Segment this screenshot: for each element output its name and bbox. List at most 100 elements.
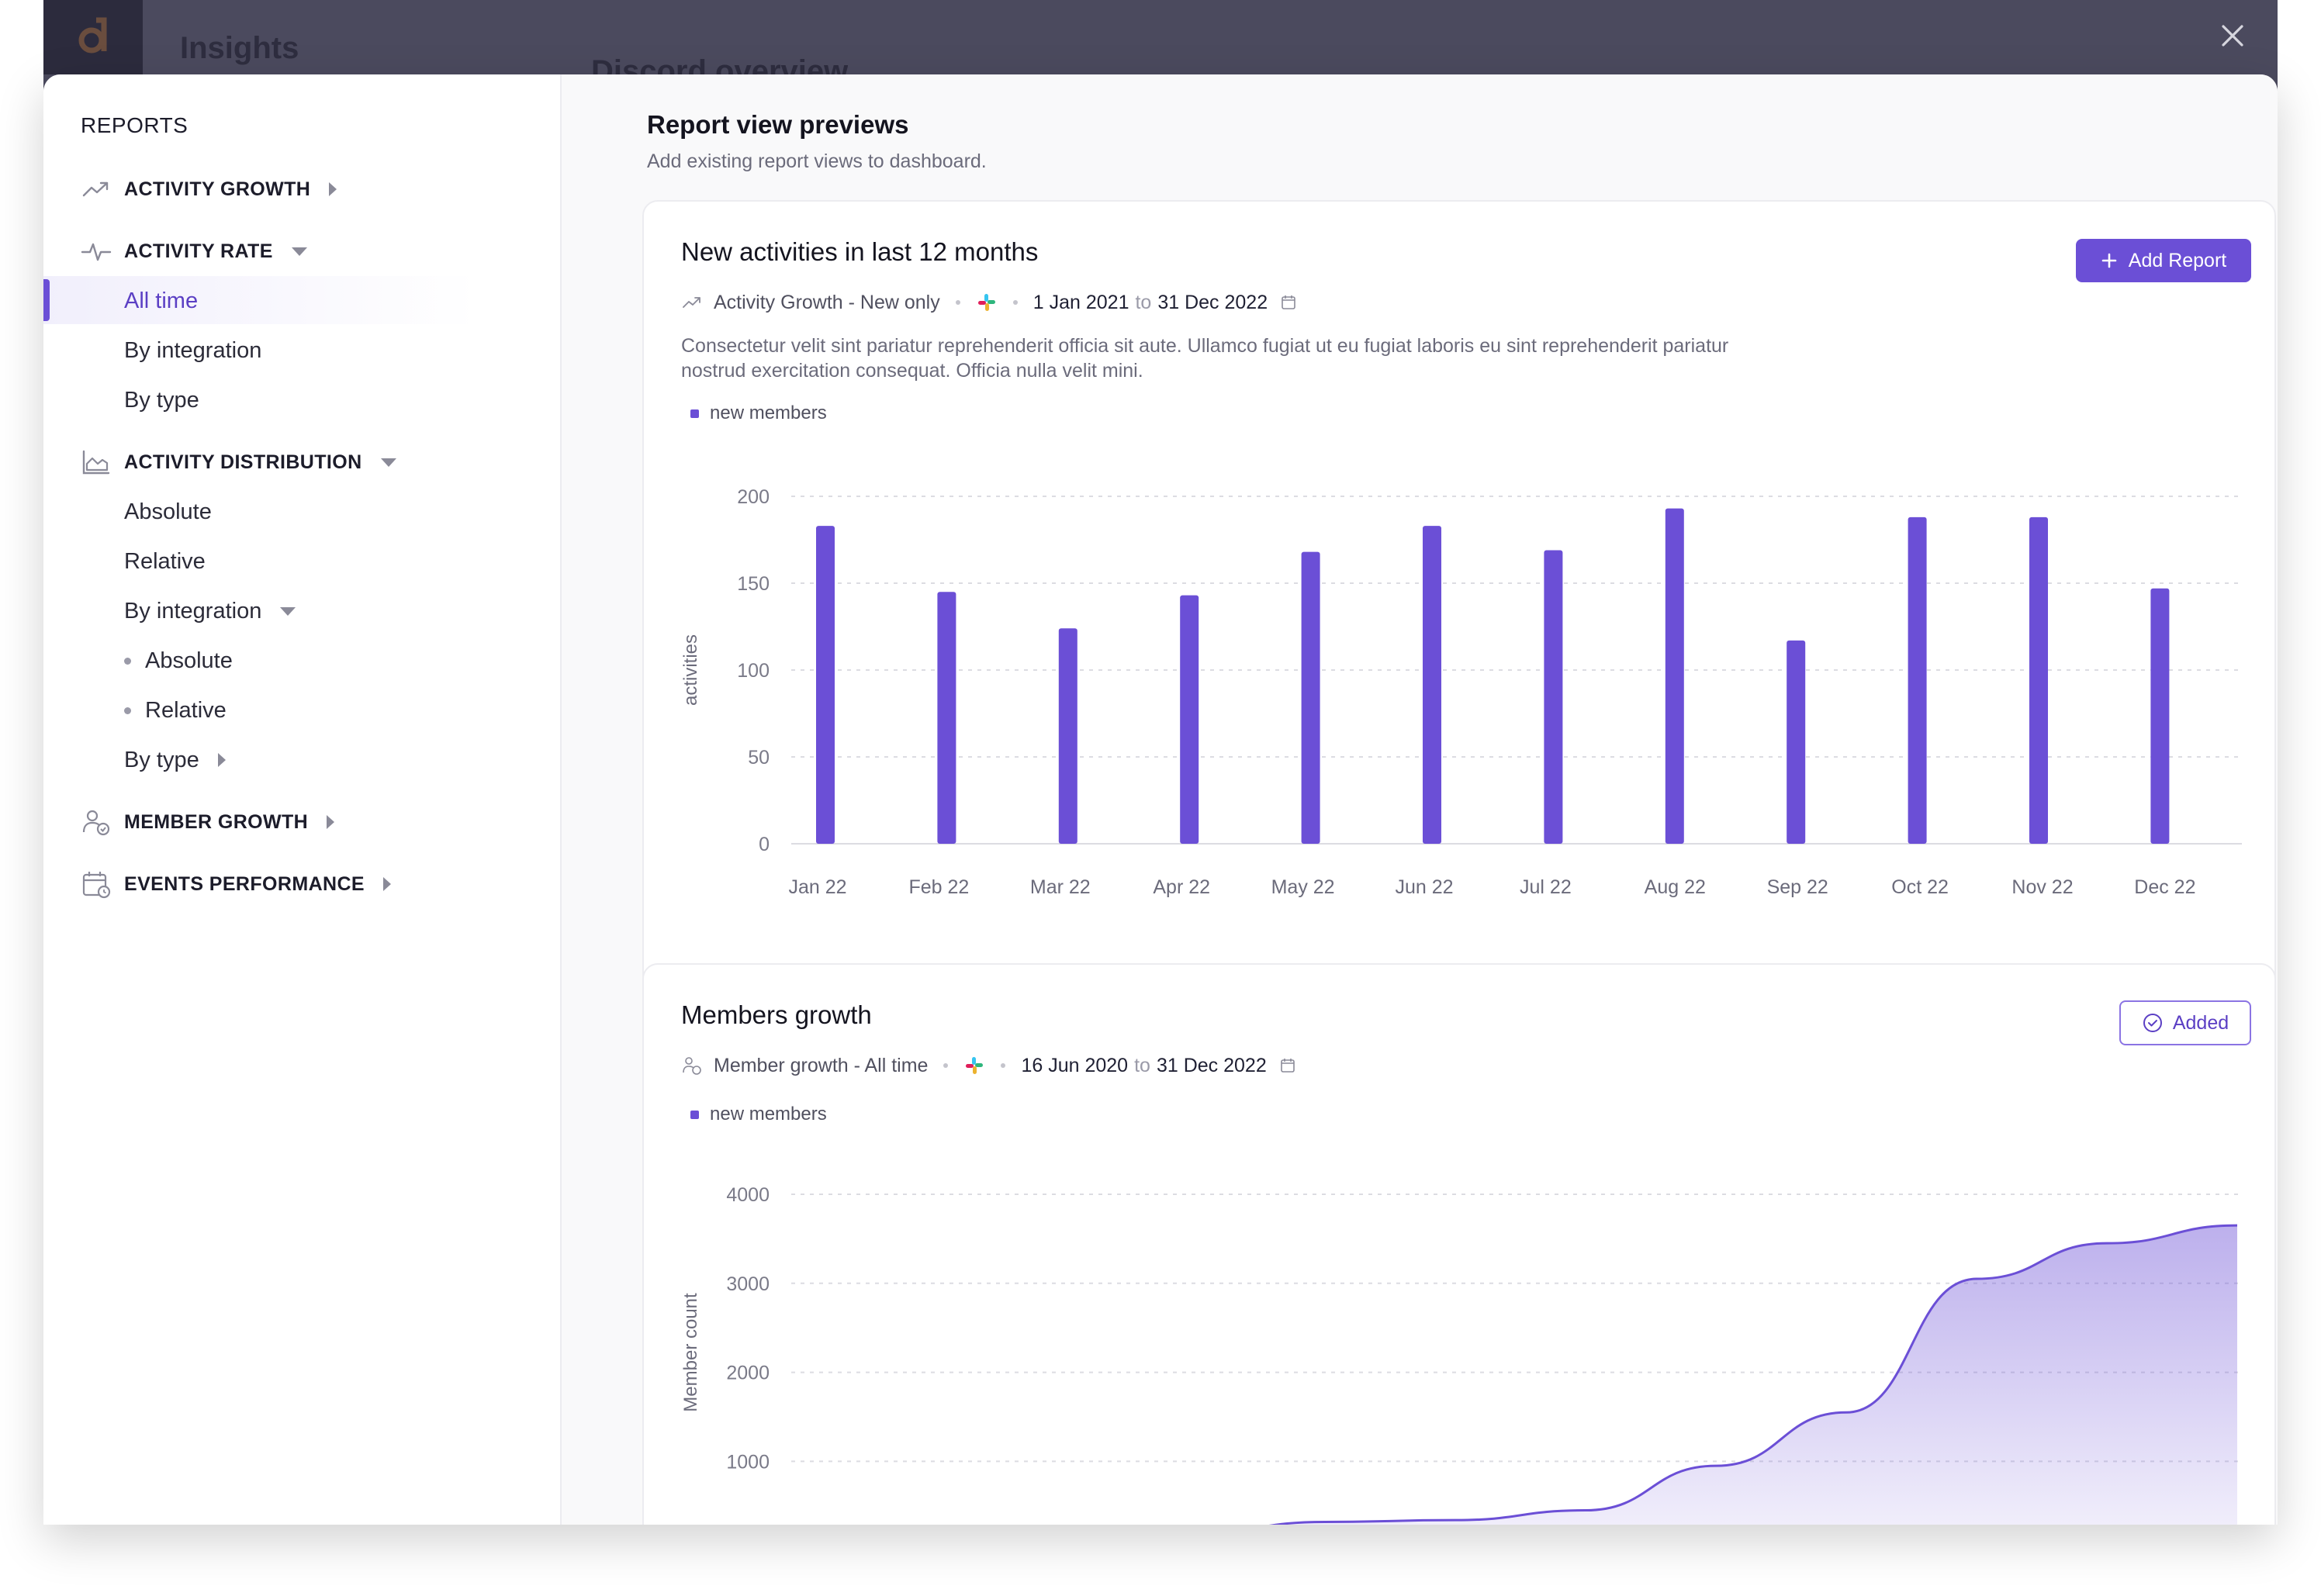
card-title: Members growth — [681, 1000, 872, 1029]
series-line — [1268, 1224, 2238, 1525]
sidebar-subitem-absolute[interactable]: Absolute — [124, 639, 233, 682]
x-tick-label: Dec 22 — [2134, 876, 2195, 898]
section-activity-rate[interactable]: ACTIVITY RATE — [81, 230, 307, 273]
sidebar-item-by-type[interactable]: By type — [124, 738, 226, 782]
bar — [1908, 516, 1927, 844]
sidebar-item-by-type[interactable]: By type — [124, 387, 199, 413]
check-circle-icon — [2143, 1014, 2162, 1032]
report-card-new-activities: New activities in last 12 months Activit… — [642, 200, 2276, 999]
section-label: MEMBER GROWTH — [124, 810, 309, 833]
date-from: 16 Jun 2020 — [1021, 1054, 1129, 1076]
close-button[interactable] — [2217, 20, 2248, 51]
app-logo — [43, 0, 143, 74]
calendar-icon — [1280, 1059, 1295, 1073]
section-activity-growth[interactable]: ACTIVITY GROWTH — [81, 168, 337, 211]
report-type: Activity Growth - New only — [714, 291, 940, 313]
bar — [937, 592, 956, 844]
report-picker-modal: REPORTS ACTIVITY GROWTH ACTIVITY RATE Al… — [43, 74, 2278, 1525]
chevron-down-icon — [380, 458, 396, 467]
legend-swatch — [690, 409, 699, 418]
x-tick-label: Aug 22 — [1645, 876, 1706, 898]
chevron-down-icon — [280, 606, 296, 616]
card-title: New activities in last 12 months — [681, 237, 1039, 266]
sidebar-item-all-time[interactable]: All time — [124, 288, 199, 313]
sidebar-subitem-relative[interactable]: Relative — [124, 689, 227, 732]
separator-dot — [1012, 300, 1018, 305]
sidebar-item-label: Absolute — [145, 648, 233, 673]
sidebar-item-by-integration[interactable]: By integration — [124, 337, 262, 363]
y-tick-label: 0 — [759, 834, 770, 855]
section-member-growth[interactable]: MEMBER GROWTH — [81, 800, 335, 844]
panel-subtitle: Add existing report views to dashboard. — [647, 150, 987, 172]
y-tick-label: 150 — [737, 573, 770, 595]
x-tick-label: Nov 22 — [2011, 876, 2073, 898]
sidebar-item-absolute[interactable]: Absolute — [124, 499, 212, 524]
sidebar-item-label: By type — [124, 747, 199, 772]
y-tick-label: 4000 — [726, 1184, 770, 1206]
trending-up-icon — [82, 181, 109, 197]
y-tick-label: 100 — [737, 660, 770, 682]
x-tick-label: Jun 22 — [1395, 876, 1453, 898]
report-meta: Activity Growth - New only 1 Jan 2021 to… — [681, 288, 1297, 316]
legend-label: new members — [710, 1104, 827, 1124]
activities-bar-chart: 0 50 100 150 200 activities Jan 22 Feb 22 Mar 22… — [680, 486, 2242, 898]
plus-icon — [2101, 253, 2117, 268]
section-events-performance[interactable]: EVENTS PERFORMANCE — [81, 862, 392, 906]
section-label: ACTIVITY GROWTH — [124, 178, 311, 200]
bar — [1180, 595, 1199, 844]
calendar-icon — [1282, 295, 1295, 309]
section-activity-distribution[interactable]: ACTIVITY DISTRIBUTION — [81, 440, 396, 484]
bar — [816, 526, 835, 844]
y-tick-label: 200 — [737, 486, 770, 508]
bar — [1544, 550, 1563, 844]
members-icon — [683, 1057, 701, 1075]
y-axis-label: Member count — [680, 1293, 701, 1412]
date-from: 1 Jan 2021 — [1033, 291, 1129, 313]
y-tick-label: 1000 — [726, 1451, 770, 1473]
x-tick-label: Oct 22 — [1891, 876, 1949, 898]
chevron-right-icon — [383, 877, 392, 891]
y-axis-label: activities — [680, 634, 701, 706]
area-fill — [1277, 1225, 2237, 1525]
active-item-indicator — [43, 279, 50, 321]
chevron-right-icon — [329, 182, 337, 196]
section-label: ACTIVITY RATE — [124, 240, 273, 262]
x-tick-label: Jul 22 — [1520, 876, 1572, 898]
bar — [1787, 640, 1806, 844]
button-label: Added — [2172, 1011, 2229, 1034]
y-tick-label: 50 — [748, 747, 770, 769]
date-to: 31 Dec 2022 — [1156, 1054, 1267, 1076]
bullet-icon — [124, 657, 131, 665]
x-tick-label: May 22 — [1271, 876, 1335, 898]
chart-legend: new members — [690, 1103, 827, 1126]
add-report-button[interactable]: Add Report — [2076, 239, 2251, 282]
date-to-label: to — [1135, 291, 1152, 313]
sidebar-item-relative[interactable]: Relative — [124, 548, 206, 574]
panel-title: Report view previews — [647, 110, 909, 139]
bar — [1301, 551, 1320, 844]
pulse-icon — [81, 243, 112, 261]
trending-up-icon — [683, 297, 700, 308]
bar — [2150, 588, 2170, 844]
x-tick-label: Jan 22 — [788, 876, 846, 898]
x-tick-label: Sep 22 — [1767, 876, 1828, 898]
chevron-right-icon — [327, 815, 335, 829]
report-previews-panel: Report view previews Add existing report… — [562, 74, 2278, 1525]
section-label: ACTIVITY DISTRIBUTION — [124, 451, 362, 473]
added-button[interactable]: Added — [2119, 1000, 2251, 1045]
date-to: 31 Dec 2022 — [1157, 291, 1268, 313]
chevron-down-icon — [291, 247, 307, 256]
sidebar-item-by-integration[interactable]: By integration — [124, 589, 296, 633]
chart-legend: new members — [690, 402, 827, 425]
members-icon — [82, 810, 110, 836]
report-type: Member growth - All time — [714, 1054, 929, 1076]
date-to-label: to — [1134, 1054, 1150, 1076]
sidebar-item-label: By integration — [124, 598, 262, 624]
report-card-members-growth: Members growth Member growth - All time … — [642, 963, 2276, 1525]
bar — [1665, 508, 1684, 844]
close-icon — [2222, 25, 2243, 47]
slack-icon — [977, 294, 995, 311]
members-area-chart: 1000 2000 3000 4000 Member count — [680, 1184, 2242, 1525]
logo-icon — [78, 17, 107, 54]
y-tick-label: 2000 — [726, 1363, 770, 1384]
